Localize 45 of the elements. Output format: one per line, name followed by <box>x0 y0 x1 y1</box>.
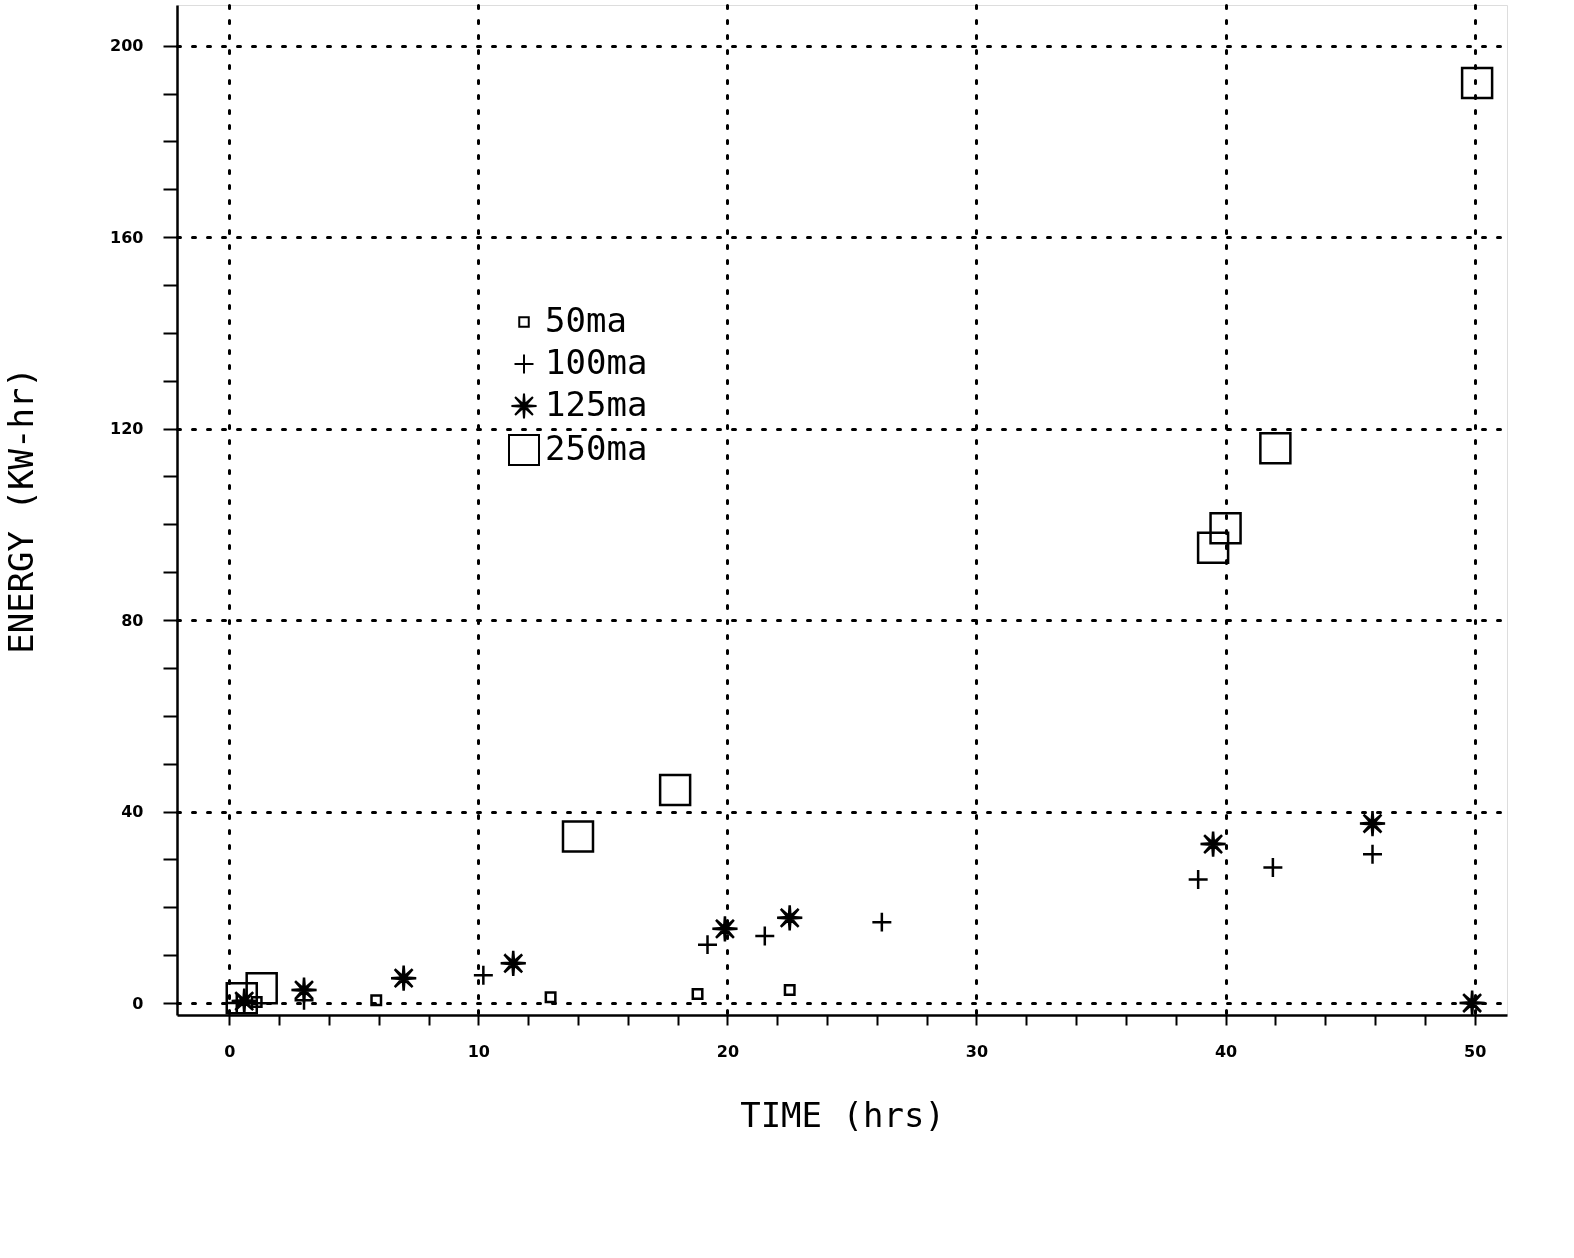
x-tick-label: 40 <box>1214 1041 1238 1061</box>
point <box>250 996 263 1009</box>
y-tick-label: 40 <box>121 802 144 822</box>
point <box>691 987 704 1000</box>
legend-label: 50ma <box>545 300 627 340</box>
y-tick-label: 160 <box>110 227 144 247</box>
x-axis-title: TIME (hrs) <box>740 1094 945 1135</box>
x-tick-label: 30 <box>965 1041 989 1061</box>
x-tick-label: 10 <box>467 1041 490 1061</box>
point <box>658 773 692 807</box>
point <box>290 976 318 1004</box>
point <box>1199 830 1227 858</box>
y-tick-label: 120 <box>110 419 144 439</box>
point <box>1209 511 1242 545</box>
point <box>754 925 776 947</box>
point <box>544 991 557 1004</box>
y-tick-label: 200 <box>110 36 144 56</box>
point <box>1259 432 1292 465</box>
point <box>245 971 278 1005</box>
point <box>1358 809 1387 838</box>
point <box>370 994 383 1007</box>
point <box>389 964 418 992</box>
point <box>472 964 495 987</box>
point <box>775 904 804 932</box>
y-tick-label: 0 <box>132 993 144 1013</box>
point <box>1187 868 1209 891</box>
point <box>711 915 739 943</box>
point <box>1458 989 1486 1017</box>
point <box>561 820 595 853</box>
point <box>1460 66 1494 100</box>
point <box>696 933 719 956</box>
y-axis-title: ENERGY (KW-hr) <box>1 367 42 654</box>
point <box>871 911 893 933</box>
legend-label: 250ma <box>545 428 648 468</box>
x-tick-label: 0 <box>224 1041 236 1061</box>
point <box>1196 531 1230 565</box>
point <box>1262 856 1284 879</box>
point <box>499 949 528 978</box>
legend-label: 100ma <box>545 342 648 382</box>
point <box>783 984 796 997</box>
y-tick-label: 80 <box>121 610 144 630</box>
x-tick-label: 50 <box>1463 1041 1487 1061</box>
legend-label: 125ma <box>545 384 648 424</box>
point <box>1361 843 1384 865</box>
x-tick-label: 20 <box>716 1041 740 1061</box>
